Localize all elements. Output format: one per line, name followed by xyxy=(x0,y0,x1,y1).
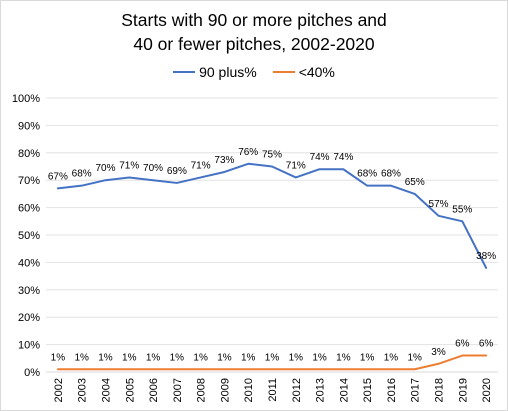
data-label: 1% xyxy=(74,352,89,363)
chart-title-line-1: Starts with 90 or more pitches and xyxy=(121,10,387,30)
legend-item-90-plus: 90 plus% xyxy=(173,64,257,80)
data-label: 38% xyxy=(476,251,496,262)
x-tick-label: 2012 xyxy=(291,378,303,402)
data-label: 6% xyxy=(455,339,470,350)
data-label: 68% xyxy=(357,169,377,180)
data-label: 57% xyxy=(429,199,449,210)
data-label: 68% xyxy=(381,169,401,180)
data-label: 1% xyxy=(336,352,351,363)
y-tick-label: 70% xyxy=(18,175,40,187)
data-label: 74% xyxy=(333,152,353,163)
x-tick-label: 2003 xyxy=(77,378,89,402)
y-tick-label: 90% xyxy=(18,120,40,132)
chart-title: Starts with 90 or more pitches and 40 or… xyxy=(0,8,508,56)
data-label: 1% xyxy=(122,352,137,363)
data-label: 74% xyxy=(310,152,330,163)
data-label: 3% xyxy=(431,347,446,358)
chart-legend: 90 plus% <40% xyxy=(0,63,508,81)
x-tick-label: 2017 xyxy=(410,378,422,402)
data-label: 1% xyxy=(146,352,161,363)
legend-swatch-90-plus xyxy=(173,71,196,73)
data-label: 1% xyxy=(241,352,256,363)
y-tick-label: 0% xyxy=(24,367,40,379)
x-tick-label: 2020 xyxy=(481,378,493,402)
data-label: 1% xyxy=(289,352,304,363)
x-tick-label: 2002 xyxy=(53,378,65,402)
series-line-90-plus xyxy=(56,162,488,269)
x-tick-label: 2018 xyxy=(434,378,446,402)
legend-item-under-40: <40% xyxy=(272,64,335,80)
x-tick-label: 2016 xyxy=(386,378,398,402)
y-tick-label: 80% xyxy=(18,148,40,160)
data-label: 71% xyxy=(119,160,139,171)
legend-swatch-under-40 xyxy=(272,71,295,73)
data-label: 1% xyxy=(384,352,399,363)
data-label: 1% xyxy=(193,352,208,363)
data-label: 1% xyxy=(360,352,375,363)
data-label: 55% xyxy=(452,204,472,215)
data-label: 65% xyxy=(405,177,425,188)
data-label: 71% xyxy=(286,160,306,171)
data-label: 70% xyxy=(143,163,163,174)
x-tick-label: 2019 xyxy=(457,378,469,402)
chart-title-line-2: 40 or fewer pitches, 2002-2020 xyxy=(133,34,375,54)
data-label: 1% xyxy=(312,352,327,363)
y-tick-label: 50% xyxy=(18,230,40,242)
y-tick-label: 40% xyxy=(18,257,40,269)
data-label: 76% xyxy=(238,147,258,158)
y-tick-label: 100% xyxy=(12,93,40,105)
data-label: 1% xyxy=(170,352,185,363)
x-tick-label: 2013 xyxy=(315,378,327,402)
data-label: 1% xyxy=(98,352,113,363)
y-tick-label: 60% xyxy=(18,203,40,215)
y-tick-label: 20% xyxy=(18,312,40,324)
data-label: 68% xyxy=(72,169,92,180)
x-tick-label: 2005 xyxy=(124,378,136,402)
data-label: 1% xyxy=(51,352,66,363)
data-label: 69% xyxy=(167,166,187,177)
series-line-under-40 xyxy=(56,354,488,371)
data-label: 1% xyxy=(408,352,423,363)
data-label: 1% xyxy=(265,352,280,363)
x-tick-label: 2009 xyxy=(219,378,231,402)
data-label: 6% xyxy=(479,339,494,350)
data-label: 67% xyxy=(48,171,68,182)
x-tick-label: 2007 xyxy=(172,378,184,402)
x-tick-label: 2010 xyxy=(243,378,255,402)
data-label: 71% xyxy=(191,160,211,171)
data-label: 70% xyxy=(95,163,115,174)
legend-label-90-plus: 90 plus% xyxy=(199,64,257,80)
x-tick-label: 2014 xyxy=(338,378,350,402)
y-tick-label: 10% xyxy=(18,340,40,352)
x-tick-label: 2008 xyxy=(196,378,208,402)
x-tick-label: 2015 xyxy=(362,378,374,402)
x-tick-label: 2011 xyxy=(267,378,279,402)
y-tick-label: 30% xyxy=(18,285,40,297)
legend-label-under-40: <40% xyxy=(298,64,335,80)
x-tick-label: 2004 xyxy=(100,378,112,402)
x-tick-label: 2006 xyxy=(148,378,160,402)
data-label: 75% xyxy=(262,150,282,161)
data-label: 73% xyxy=(214,155,234,166)
data-label: 1% xyxy=(217,352,232,363)
